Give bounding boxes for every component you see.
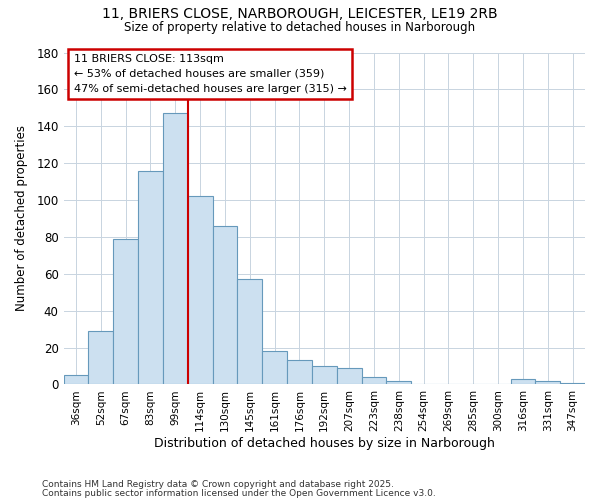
Bar <box>362 377 386 384</box>
Bar <box>188 196 212 384</box>
Bar <box>138 170 163 384</box>
Text: Contains public sector information licensed under the Open Government Licence v3: Contains public sector information licen… <box>42 489 436 498</box>
Bar <box>88 331 113 384</box>
Bar <box>386 381 411 384</box>
Bar <box>163 114 188 384</box>
Text: 11 BRIERS CLOSE: 113sqm
← 53% of detached houses are smaller (359)
47% of semi-d: 11 BRIERS CLOSE: 113sqm ← 53% of detache… <box>74 54 347 94</box>
Bar <box>337 368 362 384</box>
Bar <box>312 366 337 384</box>
Text: 11, BRIERS CLOSE, NARBOROUGH, LEICESTER, LE19 2RB: 11, BRIERS CLOSE, NARBOROUGH, LEICESTER,… <box>102 8 498 22</box>
Bar <box>64 375 88 384</box>
Bar <box>238 280 262 384</box>
Bar <box>511 379 535 384</box>
X-axis label: Distribution of detached houses by size in Narborough: Distribution of detached houses by size … <box>154 437 495 450</box>
Y-axis label: Number of detached properties: Number of detached properties <box>15 126 28 312</box>
Bar <box>113 239 138 384</box>
Bar <box>287 360 312 384</box>
Bar <box>262 352 287 384</box>
Bar <box>560 382 585 384</box>
Bar <box>212 226 238 384</box>
Text: Contains HM Land Registry data © Crown copyright and database right 2025.: Contains HM Land Registry data © Crown c… <box>42 480 394 489</box>
Text: Size of property relative to detached houses in Narborough: Size of property relative to detached ho… <box>124 21 476 34</box>
Bar <box>535 381 560 384</box>
